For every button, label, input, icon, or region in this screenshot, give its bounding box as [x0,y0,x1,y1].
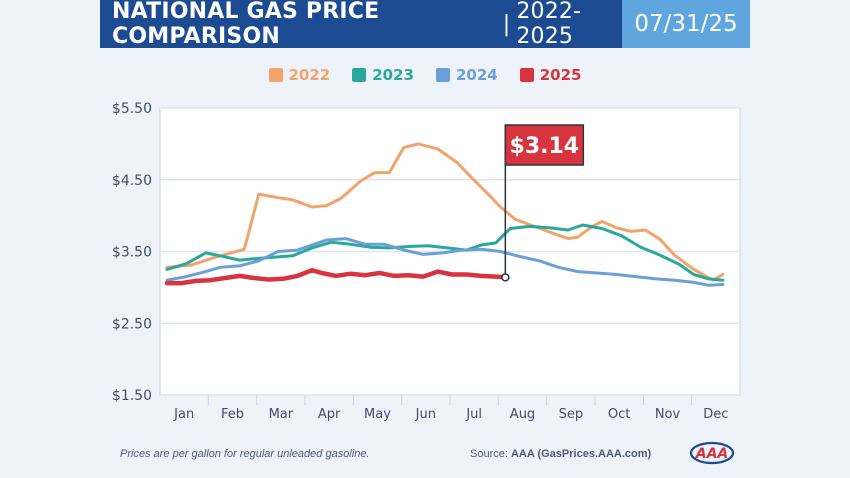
date-text: 07/31/25 [634,11,738,37]
title-subtitle: 2022-2025 [516,0,582,49]
aaa-logo-icon: AAA [689,441,735,465]
x-tick-label: Apr [318,407,341,422]
date-badge: 07/31/25 [622,0,750,48]
x-tick-label: Sep [559,407,584,422]
x-tick-label: Dec [703,407,728,422]
legend-item-2025: 2025 [519,66,582,84]
y-tick-label: $5.50 [112,101,152,117]
annotation-label: $3.14 [510,134,580,159]
x-tick-label: Nov [655,407,681,422]
legend-swatch-2022 [268,68,283,82]
header-banner: NATIONAL GAS PRICE COMPARISON | 2022-202… [100,0,750,49]
source-value: AAA (GasPrices.AAA.com) [510,448,652,460]
legend-label-2024: 2024 [456,66,498,84]
chart-title: NATIONAL GAS PRICE COMPARISON | 2022-202… [100,0,622,49]
legend-swatch-2024 [436,68,450,82]
series-line-2024 [165,237,725,287]
legend-item-2022: 2022 [268,66,331,84]
y-tick-label: $2.50 [112,316,152,332]
x-tick-label: Jan [173,407,194,422]
y-tick-label: $1.50 [112,388,152,404]
x-tick-label: Feb [221,407,244,422]
y-tick-label: $4.50 [112,173,152,189]
title-text: NATIONAL GAS PRICE COMPARISON [112,0,380,49]
legend-item-2024: 2024 [436,66,498,84]
x-tick-label: Jul [465,407,482,422]
series-line-2022 [165,142,725,282]
legend-label-2025: 2025 [539,66,582,84]
footer-note: Prices are per gallon for regular unlead… [120,448,370,460]
legend-swatch-2023 [352,68,367,82]
svg-text:AAA: AAA [695,446,729,462]
footer-source: Source: AAA (GasPrices.AAA.com) [470,448,651,460]
legend-swatch-2025 [519,68,534,82]
legend-label-2023: 2023 [372,66,414,84]
y-tick-label: $3.50 [112,245,152,261]
x-tick-label: Mar [269,407,294,422]
x-tick-label: May [364,407,391,422]
source-prefix: Source: [470,448,508,460]
legend: 2022 2023 2024 2025 [0,66,850,84]
series-line-2023 [165,223,725,282]
x-tick-label: Aug [510,407,535,422]
legend-item-2023: 2023 [352,66,414,84]
legend-label-2022: 2022 [288,66,331,84]
x-tick-label: Oct [608,407,630,422]
x-tick-label: Jun [415,407,436,422]
annotation-flag [504,124,585,166]
series-line-2025 [164,267,508,286]
annotation-marker [501,273,510,282]
title-separator: | [502,11,511,37]
